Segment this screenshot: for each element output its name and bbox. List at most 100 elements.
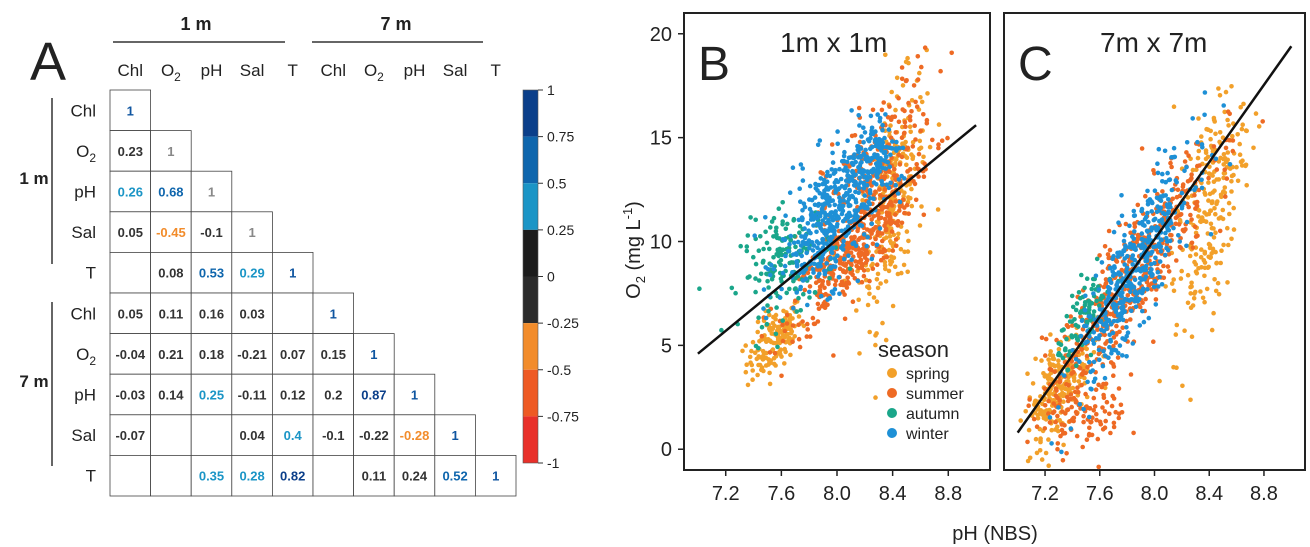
scatter-point-spring [918,95,923,100]
scatter-point-summer [1125,293,1131,298]
scatter-point-winter [816,241,821,246]
y-tick-label: 15 [650,128,672,150]
scatter-point-winter [1110,330,1116,336]
scatter-point-spring [780,332,786,338]
scatter-point-spring [1209,327,1215,333]
scatter-point-spring [1213,211,1218,217]
correlation-value: 0.53 [199,266,224,281]
scatter-point-spring [1182,328,1187,334]
scatter-point-spring [743,369,749,375]
scatter-point-winter [1079,318,1085,324]
scatter-point-winter [876,136,882,142]
scatter-point-summer [796,336,802,342]
scatter-point-winter [1157,274,1162,280]
scatter-point-summer [1175,187,1181,193]
scatter-point-winter [846,203,852,209]
colorbar-tick-label: -0.25 [547,315,579,331]
scatter-point-spring [1243,162,1249,168]
scatter-point-summer [909,109,914,114]
scatter-point-winter [791,240,797,246]
scatter-point-autumn [827,276,832,281]
scatter-point-spring [1035,416,1041,421]
scatter-point-summer [1161,263,1166,269]
scatter-point-autumn [1064,313,1070,319]
scatter-point-spring [1237,152,1243,157]
scatter-point-summer [1175,214,1180,219]
x-axis-label: pH (NBS) [952,523,1038,545]
scatter-point-winter [1107,278,1113,283]
scatter-point-summer [842,253,848,258]
scatter-point-summer [1223,194,1228,199]
scatter-point-summer [1026,403,1031,409]
scatter-point-winter [1160,171,1165,177]
scatter-point-spring [1222,109,1227,115]
scatter-point-winter [1176,233,1181,238]
scatter-point-winter [793,251,799,256]
scatter-point-autumn [1059,328,1065,333]
scatter-point-summer [807,334,813,339]
scatter-point-spring [1226,242,1231,248]
scatter-point-spring [1185,195,1191,200]
scatter-point-winter [1108,322,1114,327]
scatter-point-winter [1171,225,1176,231]
scatter-point-spring [785,331,790,337]
scatter-point-summer [924,121,930,126]
scatter-point-winter [1115,313,1121,318]
scatter-point-summer [845,275,850,281]
scatter-point-winter [851,155,857,161]
scatter-point-winter [1124,354,1129,359]
row-header: Sal [71,426,96,445]
scatter-point-summer [1063,411,1068,416]
scatter-point-winter [1083,293,1088,299]
scatter-point-winter [1115,254,1121,259]
scatter-point-winter [816,262,821,267]
scatter-point-spring [935,207,941,212]
scatter-point-winter [845,224,851,229]
scatter-point-winter [1128,241,1133,247]
scatter-point-winter [1213,156,1219,162]
scatter-point-spring [919,204,924,209]
scatter-point-spring [801,323,807,329]
scatter-point-summer [1188,177,1193,182]
scatter-point-summer [1086,431,1092,437]
scatter-point-winter [1159,282,1165,287]
scatter-point-summer [883,226,889,232]
scatter-point-summer [797,344,803,350]
panel-letter-a: A [30,32,66,92]
scatter-point-winter [864,159,870,164]
scatter-point-winter [779,286,784,292]
scatter-point-winter [1162,148,1168,154]
scatter-point-summer [1058,433,1063,439]
matrix-cell [190,373,233,416]
scatter-point-summer [939,138,945,143]
scatter-point-spring [1061,442,1066,448]
scatter-point-spring [743,343,748,348]
scatter-point-winter [1087,314,1093,320]
scatter-point-autumn [798,308,803,313]
scatter-point-summer [914,162,919,167]
scatter-point-spring [860,198,865,203]
scatter-point-winter [767,272,773,278]
scatter-point-spring [1180,383,1185,389]
scatter-point-spring [1214,201,1219,207]
scatter-point-winter [1139,219,1145,225]
scatter-point-spring [1239,126,1245,132]
scatter-point-winter [1202,112,1207,118]
scatter-point-spring [1211,310,1216,316]
scatter-point-autumn [1056,352,1061,358]
correlation-value: 0.04 [239,428,265,443]
scatter-point-winter [852,213,858,219]
column-header: T [288,61,298,80]
scatter-point-summer [800,319,805,324]
scatter-point-summer [1054,337,1059,343]
scatter-panel-c: C 7m x 7m 7.2 7.6 8.0 8.4 8.8 [1003,12,1306,505]
scatter-point-spring [1202,265,1208,271]
scatter-point-winter [869,256,875,262]
scatter-point-winter [1152,188,1158,193]
scatter-point-winter [833,167,838,173]
scatter-point-summer [893,177,898,182]
scatter-point-spring [1211,235,1217,240]
scatter-point-spring [1047,407,1052,413]
scatter-point-autumn [733,290,738,296]
scatter-point-spring [1206,264,1211,270]
